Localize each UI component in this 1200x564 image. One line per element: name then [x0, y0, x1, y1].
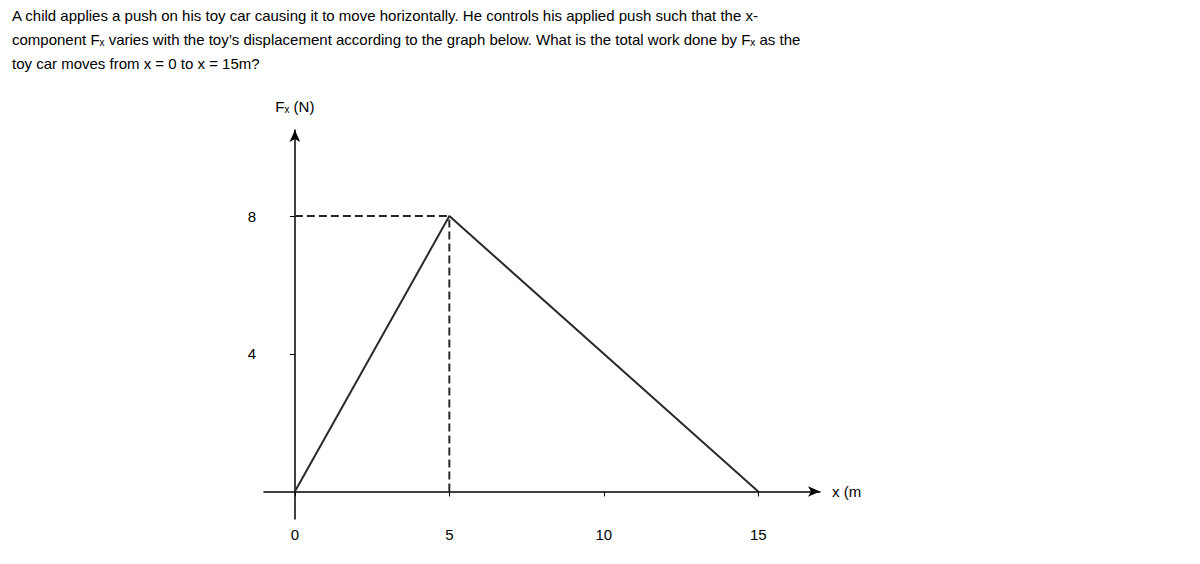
svg-text:0: 0	[291, 526, 299, 543]
svg-text:A child applies a push on his: A child applies a push on his toy car ca…	[12, 7, 758, 24]
svg-text:5: 5	[445, 526, 453, 543]
svg-text:4: 4	[248, 345, 256, 362]
svg-text:15: 15	[750, 526, 767, 543]
svg-text:x (m: x (m	[832, 483, 861, 500]
svg-text:toy car moves from x = 0 to x: toy car moves from x = 0 to x = 15m?	[12, 55, 260, 72]
svg-text:8: 8	[248, 208, 256, 225]
svg-text:component Fₓ varies with the t: component Fₓ varies with the toy’s displ…	[12, 31, 800, 48]
svg-text:Fₓ (N): Fₓ (N)	[275, 98, 314, 115]
svg-text:10: 10	[595, 526, 612, 543]
